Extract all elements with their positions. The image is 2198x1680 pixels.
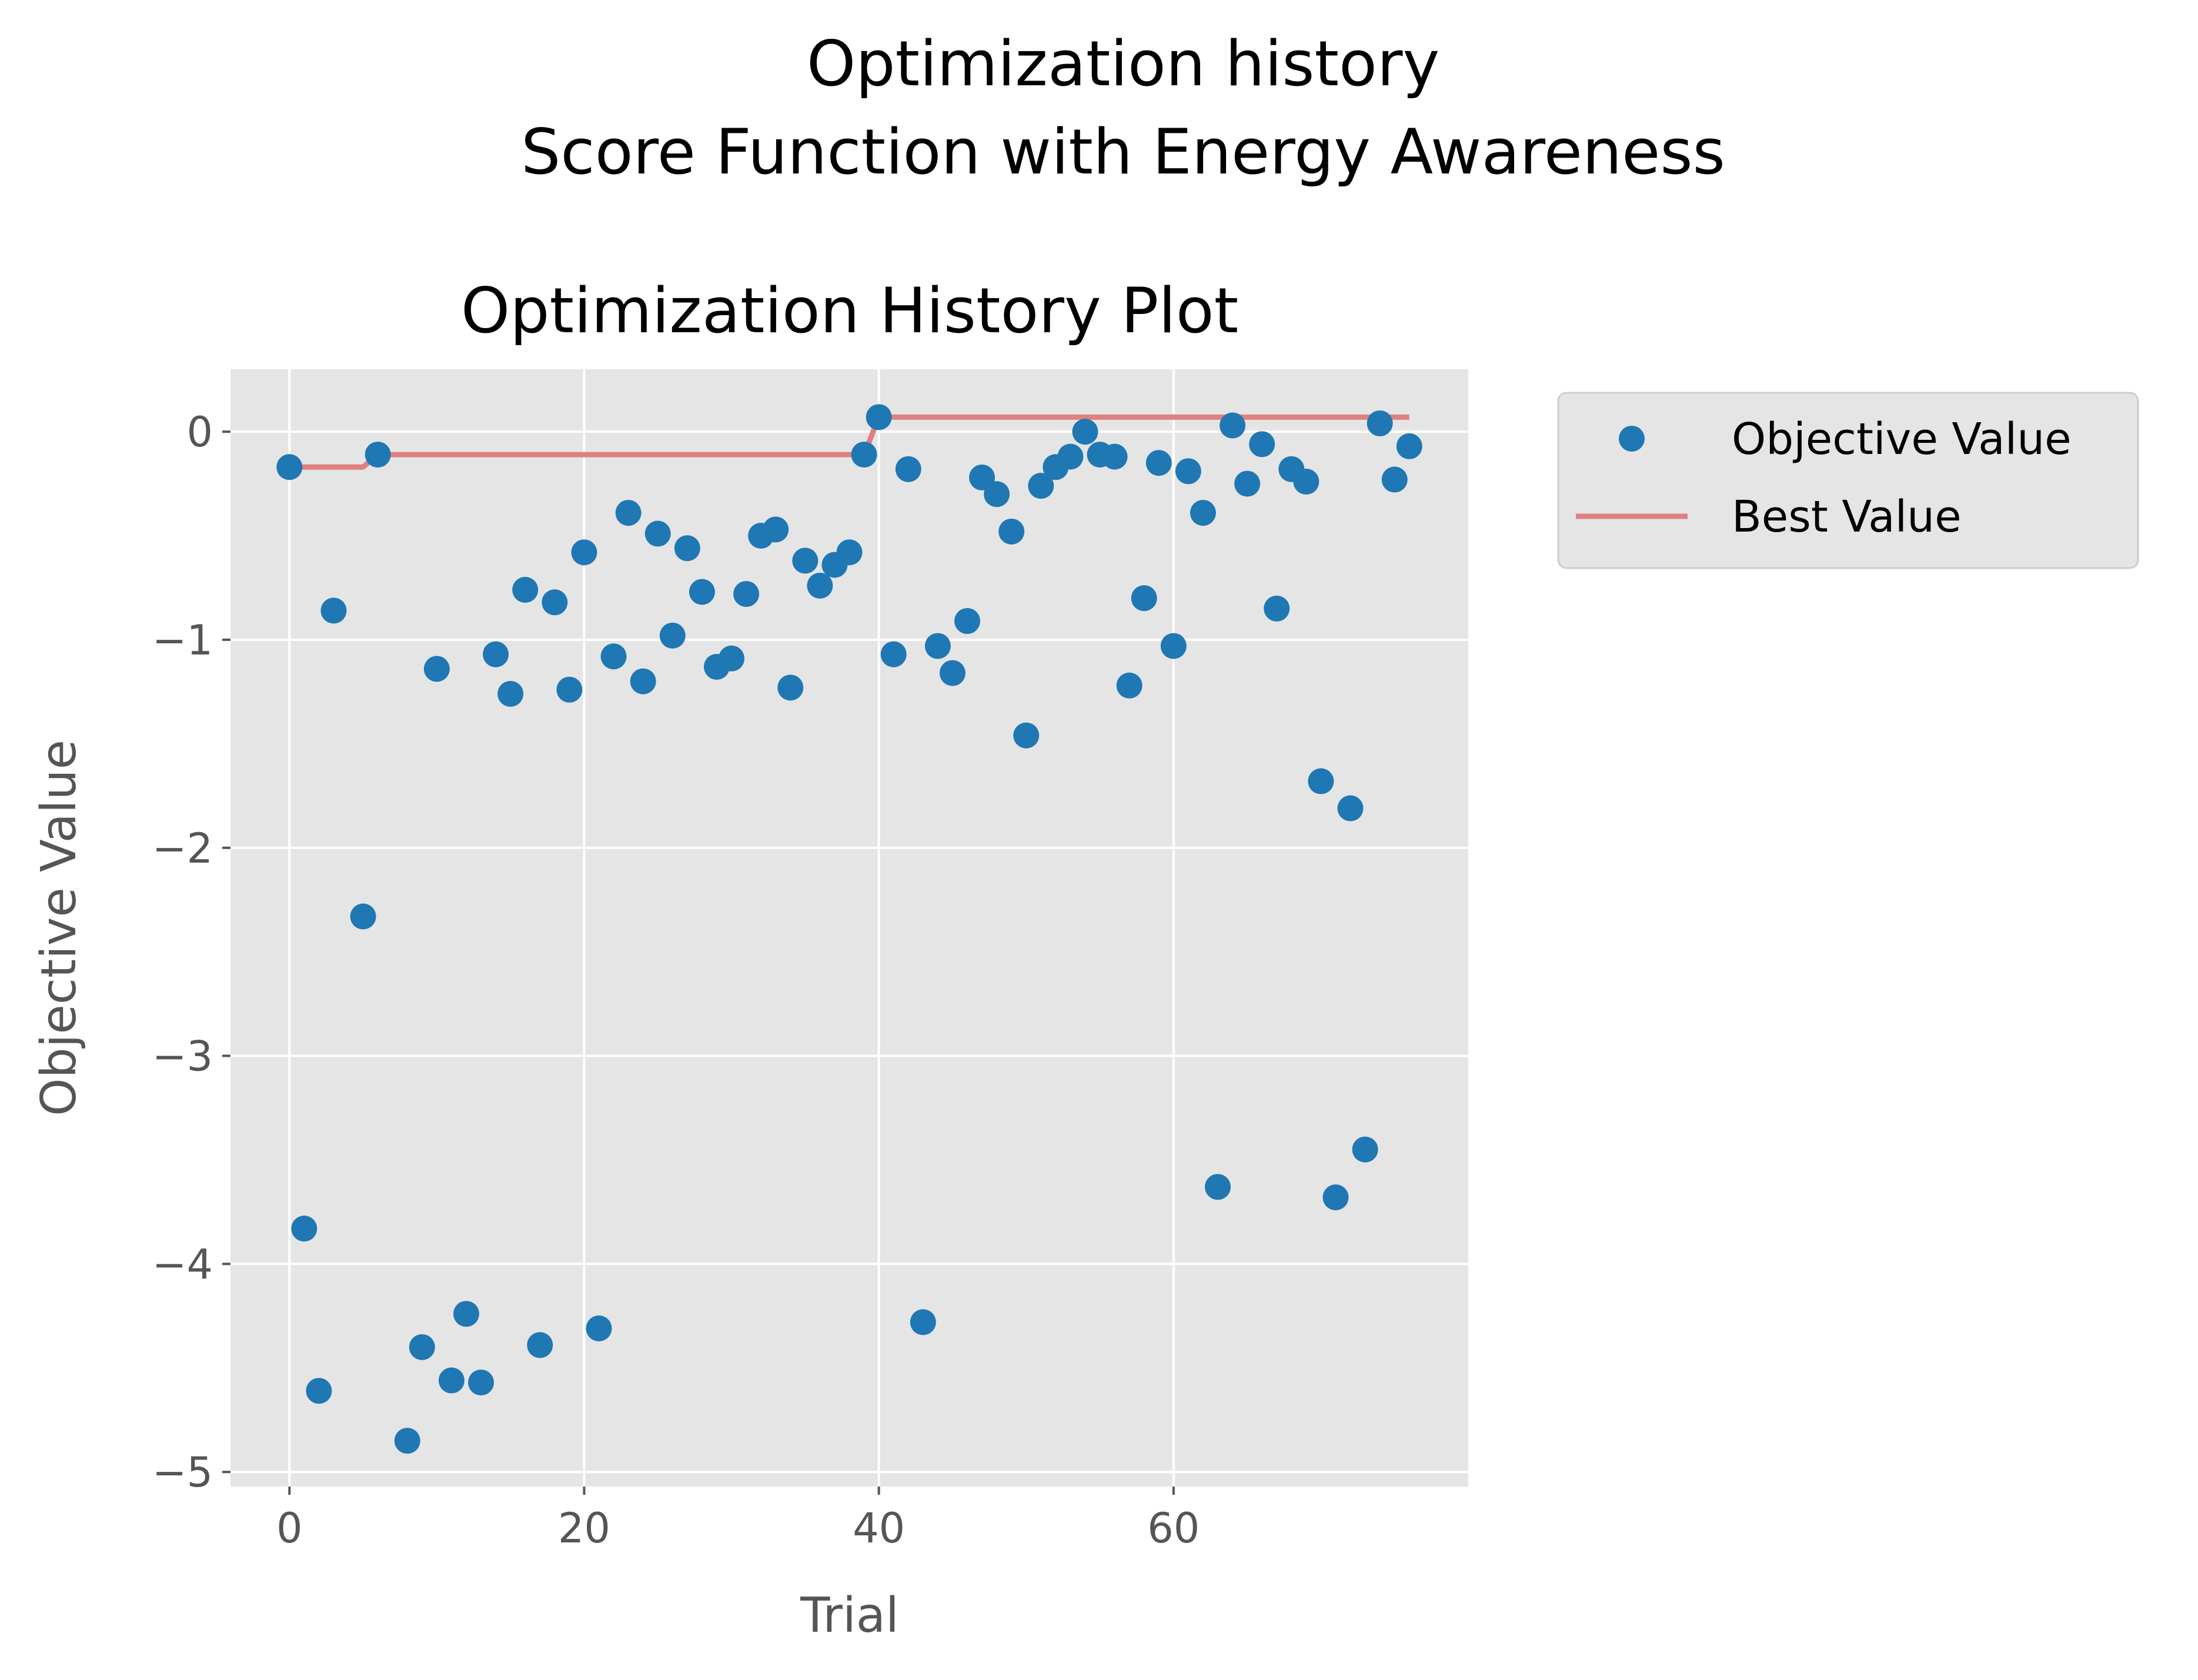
objective-value-point bbox=[1337, 795, 1364, 821]
objective-value-point bbox=[542, 589, 568, 616]
objective-value-point bbox=[659, 622, 686, 649]
objective-value-point bbox=[409, 1334, 435, 1360]
objective-value-point bbox=[1190, 500, 1216, 526]
objective-value-point bbox=[1234, 470, 1261, 497]
objective-value-point bbox=[880, 641, 907, 667]
figure-suptitle-line2: Score Function with Energy Awareness bbox=[521, 116, 1725, 188]
objective-value-point bbox=[1160, 633, 1187, 659]
objective-value-point bbox=[1308, 768, 1334, 794]
x-axis-label: Trial bbox=[800, 1588, 899, 1644]
y-tick-label: −5 bbox=[152, 1448, 213, 1497]
objective-value-point bbox=[719, 645, 745, 672]
objective-value-point bbox=[910, 1309, 936, 1335]
objective-value-point bbox=[924, 633, 951, 659]
best-value-series bbox=[289, 414, 1409, 470]
objective-value-point bbox=[320, 597, 347, 624]
y-tick-label: −4 bbox=[152, 1240, 213, 1288]
objective-value-point bbox=[1013, 722, 1040, 749]
y-axis-ticks: 0 −1 −2 −3 −4 −5 bbox=[152, 408, 231, 1497]
objective-value-point bbox=[1057, 443, 1084, 470]
objective-value-point bbox=[1101, 443, 1128, 470]
axes-title: Optimization History Plot bbox=[461, 275, 1238, 347]
objective-value-point bbox=[497, 680, 524, 707]
y-tick-label: −3 bbox=[152, 1033, 213, 1081]
legend-objective-label: Objective Value bbox=[1732, 414, 2072, 465]
objective-value-point bbox=[984, 481, 1010, 507]
objective-value-point bbox=[689, 579, 715, 605]
objective-value-point bbox=[644, 520, 671, 547]
objective-value-point bbox=[674, 535, 700, 562]
y-tick-label: −1 bbox=[152, 616, 213, 664]
y-tick-label: 0 bbox=[186, 408, 213, 456]
objective-value-point bbox=[792, 547, 819, 574]
objective-value-point bbox=[350, 903, 376, 930]
objective-value-point bbox=[365, 442, 391, 468]
objective-value-point bbox=[1352, 1136, 1378, 1163]
objective-value-point bbox=[1220, 412, 1246, 439]
objective-value-point bbox=[556, 676, 583, 703]
objective-value-point bbox=[306, 1378, 332, 1404]
plot-area bbox=[231, 369, 1468, 1487]
objective-value-point bbox=[1381, 466, 1408, 493]
y-tick-label: −2 bbox=[152, 824, 213, 873]
objective-value-point bbox=[1264, 595, 1290, 622]
best-value-line bbox=[289, 414, 1409, 470]
objective-value-point bbox=[630, 668, 656, 694]
objective-value-point bbox=[1293, 469, 1320, 495]
objective-value-point bbox=[423, 656, 450, 682]
objective-value-point bbox=[895, 456, 921, 482]
objective-value-point bbox=[483, 641, 509, 667]
objective-value-point bbox=[763, 516, 789, 543]
objective-value-point bbox=[394, 1428, 420, 1454]
objective-value-point bbox=[1028, 473, 1054, 499]
figure-suptitle-line1: Optimization history bbox=[807, 28, 1439, 100]
objective-value-point bbox=[1116, 672, 1143, 699]
objective-value-point bbox=[777, 674, 804, 701]
objective-value-point bbox=[807, 572, 833, 599]
y-axis-label: Objective Value bbox=[31, 740, 87, 1116]
x-tick-label: 60 bbox=[1147, 1504, 1200, 1552]
objective-value-point bbox=[1396, 433, 1422, 459]
objective-value-point bbox=[954, 608, 980, 634]
objective-value-point bbox=[939, 660, 966, 686]
objective-value-point bbox=[600, 643, 627, 670]
x-tick-label: 20 bbox=[558, 1504, 610, 1552]
objective-value-point bbox=[615, 500, 642, 526]
objective-value-point bbox=[291, 1215, 318, 1242]
objective-value-point bbox=[836, 539, 863, 566]
objective-value-point bbox=[998, 518, 1025, 545]
objective-value-point bbox=[586, 1315, 612, 1342]
objective-value-point bbox=[1072, 419, 1098, 445]
legend-best-label: Best Value bbox=[1732, 492, 1962, 542]
objective-value-point bbox=[733, 581, 760, 607]
objective-value-point bbox=[851, 442, 877, 468]
objective-value-point bbox=[468, 1370, 495, 1396]
objective-value-point bbox=[1367, 410, 1393, 436]
x-tick-label: 40 bbox=[853, 1504, 905, 1552]
objective-value-point bbox=[1145, 450, 1172, 476]
x-tick-label: 0 bbox=[276, 1504, 303, 1552]
objective-value-point bbox=[1204, 1174, 1231, 1200]
objective-value-point bbox=[866, 404, 892, 430]
legend: Objective Value Best Value bbox=[1557, 392, 2139, 569]
objective-value-point bbox=[512, 577, 539, 603]
objective-value-point bbox=[1322, 1184, 1349, 1211]
objective-value-point bbox=[1131, 585, 1157, 612]
objective-value-series bbox=[276, 404, 1422, 1454]
objective-value-point bbox=[276, 454, 303, 480]
objective-value-point bbox=[571, 539, 597, 566]
objective-value-point bbox=[438, 1367, 465, 1394]
legend-objective-marker bbox=[1619, 426, 1645, 452]
legend-box bbox=[1557, 392, 2139, 569]
objective-value-point bbox=[1175, 458, 1201, 485]
objective-value-point bbox=[1249, 431, 1275, 457]
objective-value-point bbox=[969, 464, 996, 490]
x-axis-ticks: 0 20 40 60 bbox=[276, 1487, 1200, 1552]
objective-value-point bbox=[453, 1301, 479, 1327]
objective-value-point bbox=[527, 1332, 553, 1358]
